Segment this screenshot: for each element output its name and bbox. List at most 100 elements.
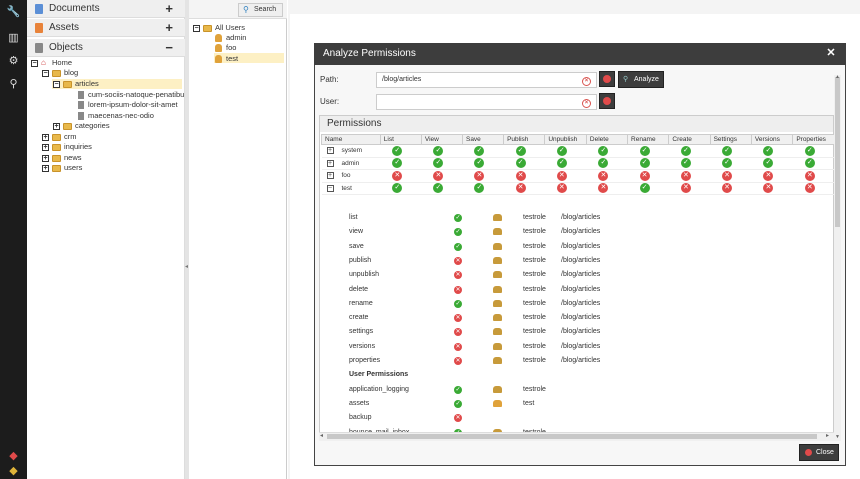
gear-icon[interactable]: ⚙: [8, 55, 19, 67]
scroll-right-icon[interactable]: ▸: [826, 433, 830, 439]
detail-path: /blog/articles: [561, 357, 601, 364]
expand-toggle-icon[interactable]: +: [326, 147, 334, 155]
column-header[interactable]: Publish: [503, 134, 546, 145]
expand-icon[interactable]: +: [165, 1, 173, 16]
column-header[interactable]: Create: [668, 134, 711, 145]
path-input-value: /blog/articles: [382, 76, 422, 83]
collapse-icon[interactable]: −: [53, 80, 60, 88]
search-button[interactable]: ⚲ Search: [238, 3, 283, 17]
dialog-title: Analyze Permissions: [314, 43, 846, 65]
granted-icon: ✓: [474, 158, 485, 169]
expand-toggle-icon[interactable]: +: [326, 172, 334, 180]
panel-splitter[interactable]: [185, 0, 189, 479]
tree-node-categories[interactable]: + categories: [53, 121, 110, 131]
detail-path: /blog/articles: [561, 271, 601, 279]
accordion-assets[interactable]: Assets +: [27, 19, 185, 37]
collapse-icon[interactable]: −: [165, 40, 173, 55]
column-header[interactable]: Properties: [792, 134, 835, 145]
user-reset-button[interactable]: [599, 93, 615, 109]
column-header[interactable]: Delete: [585, 134, 629, 145]
row-name-cell: + admin: [321, 157, 381, 170]
permission-cell: ✓: [627, 182, 669, 195]
row-name: admin: [341, 159, 360, 167]
granted-icon: ✓: [392, 183, 403, 194]
close-button-label: Close: [816, 449, 834, 456]
table-row[interactable]: + admin ✓ ✓ ✓ ✓ ✓ ✓ ✓ ✓ ✓ ✓ ✓: [321, 157, 835, 170]
tree-node-doc[interactable]: lorem-ipsum-dolor-sit-amet: [78, 100, 178, 110]
expand-icon[interactable]: +: [42, 164, 49, 172]
permission-cell: ✓: [462, 182, 504, 195]
detail-row: unpublish ✕ testrole/blog/articles: [349, 269, 819, 281]
tree-node-label: crm: [64, 132, 77, 141]
expand-icon[interactable]: +: [42, 133, 49, 141]
user-item[interactable]: test: [215, 54, 238, 64]
permission-cell: ✓: [710, 144, 752, 158]
collapse-icon[interactable]: −: [193, 24, 200, 32]
column-header[interactable]: Versions: [750, 134, 794, 145]
tree-node-news[interactable]: + news: [42, 153, 82, 163]
table-row[interactable]: + foo ✕ ✕ ✕ ✕ ✕ ✕ ✕ ✕ ✕ ✕ ✕: [321, 169, 835, 183]
collapse-arrow-icon[interactable]: ◂: [185, 264, 189, 270]
granted-icon: ✓: [433, 145, 444, 156]
vertical-scroll-thumb[interactable]: [835, 77, 840, 227]
users-root[interactable]: − All Users: [193, 23, 245, 33]
chart-icon[interactable]: ▥: [8, 32, 19, 44]
close-icon[interactable]: ✕: [826, 47, 836, 59]
search-icon[interactable]: ⚲: [9, 78, 18, 90]
wrench-icon[interactable]: 🔧: [6, 6, 21, 18]
user-item[interactable]: foo: [215, 43, 236, 53]
column-header[interactable]: Save: [461, 134, 505, 145]
collapse-icon[interactable]: −: [42, 69, 49, 77]
expand-icon[interactable]: +: [53, 122, 60, 130]
clear-user-icon[interactable]: ×: [582, 97, 591, 108]
warning-icon[interactable]: ◆: [9, 465, 18, 477]
column-header[interactable]: List: [379, 134, 422, 145]
table-row[interactable]: + system ✓ ✓ ✓ ✓ ✓ ✓ ✓ ✓ ✓ ✓ ✓: [321, 144, 835, 158]
user-item[interactable]: admin: [215, 33, 246, 43]
tree-node-users[interactable]: + users: [42, 163, 82, 173]
column-header[interactable]: View: [420, 134, 463, 145]
horizontal-scroll-thumb[interactable]: [327, 434, 817, 439]
column-header[interactable]: Settings: [709, 134, 752, 145]
tree-node-doc[interactable]: cum-sociis-natoque-penatibu: [78, 90, 184, 100]
scroll-left-icon[interactable]: ◂: [320, 433, 324, 439]
tree-node-crm[interactable]: + crm: [42, 132, 77, 142]
tree-node-blog[interactable]: − blog: [42, 68, 78, 78]
column-header[interactable]: Unpublish: [544, 134, 587, 145]
scroll-down-icon[interactable]: ▼: [835, 434, 840, 440]
tree-node-home[interactable]: − ⌂ Home: [31, 58, 72, 68]
folder-icon: [52, 154, 61, 162]
granted-icon: ✓: [556, 158, 567, 169]
path-input[interactable]: /blog/articles: [376, 72, 597, 88]
notification-icon[interactable]: ◆: [9, 450, 18, 462]
expand-toggle-icon[interactable]: +: [326, 159, 334, 167]
tree-node-inquiries[interactable]: + inquiries: [42, 142, 92, 152]
table-row[interactable]: − test ✓ ✓ ✓ ✕ ✕ ✕ ✓ ✕ ✕ ✕ ✕: [321, 182, 835, 195]
expand-icon[interactable]: +: [165, 20, 173, 35]
close-button[interactable]: Close: [799, 444, 839, 461]
detail-permission-name: list: [349, 214, 358, 221]
row-name-cell: + system: [321, 144, 381, 158]
row-name-cell: − test: [321, 182, 381, 195]
analyze-button[interactable]: ⚲ Analyze: [618, 71, 664, 88]
accordion-documents[interactable]: Documents +: [27, 0, 185, 18]
user-input[interactable]: [376, 94, 597, 110]
tree-node-articles[interactable]: − articles: [53, 79, 99, 89]
vertical-scrollbar[interactable]: [834, 75, 841, 441]
role-icon: [493, 342, 502, 351]
collapse-icon[interactable]: −: [31, 59, 38, 67]
expand-icon[interactable]: +: [42, 154, 49, 162]
column-header[interactable]: Rename: [627, 134, 670, 145]
accordion-objects[interactable]: Objects −: [27, 39, 185, 57]
scroll-up-icon[interactable]: ▲: [835, 74, 840, 80]
row-name: foo: [341, 172, 351, 180]
expand-toggle-icon[interactable]: −: [326, 184, 334, 192]
user-selection-highlight: [214, 53, 284, 63]
expand-icon[interactable]: +: [42, 143, 49, 151]
detail-path: /blog/articles: [561, 328, 601, 336]
denied-icon: ✕: [454, 328, 462, 337]
tree-node-doc[interactable]: maecenas-nec-odio: [78, 111, 154, 121]
column-header[interactable]: Name: [321, 134, 381, 145]
clear-path-icon[interactable]: ×: [582, 75, 591, 86]
path-reset-button[interactable]: [599, 71, 615, 87]
